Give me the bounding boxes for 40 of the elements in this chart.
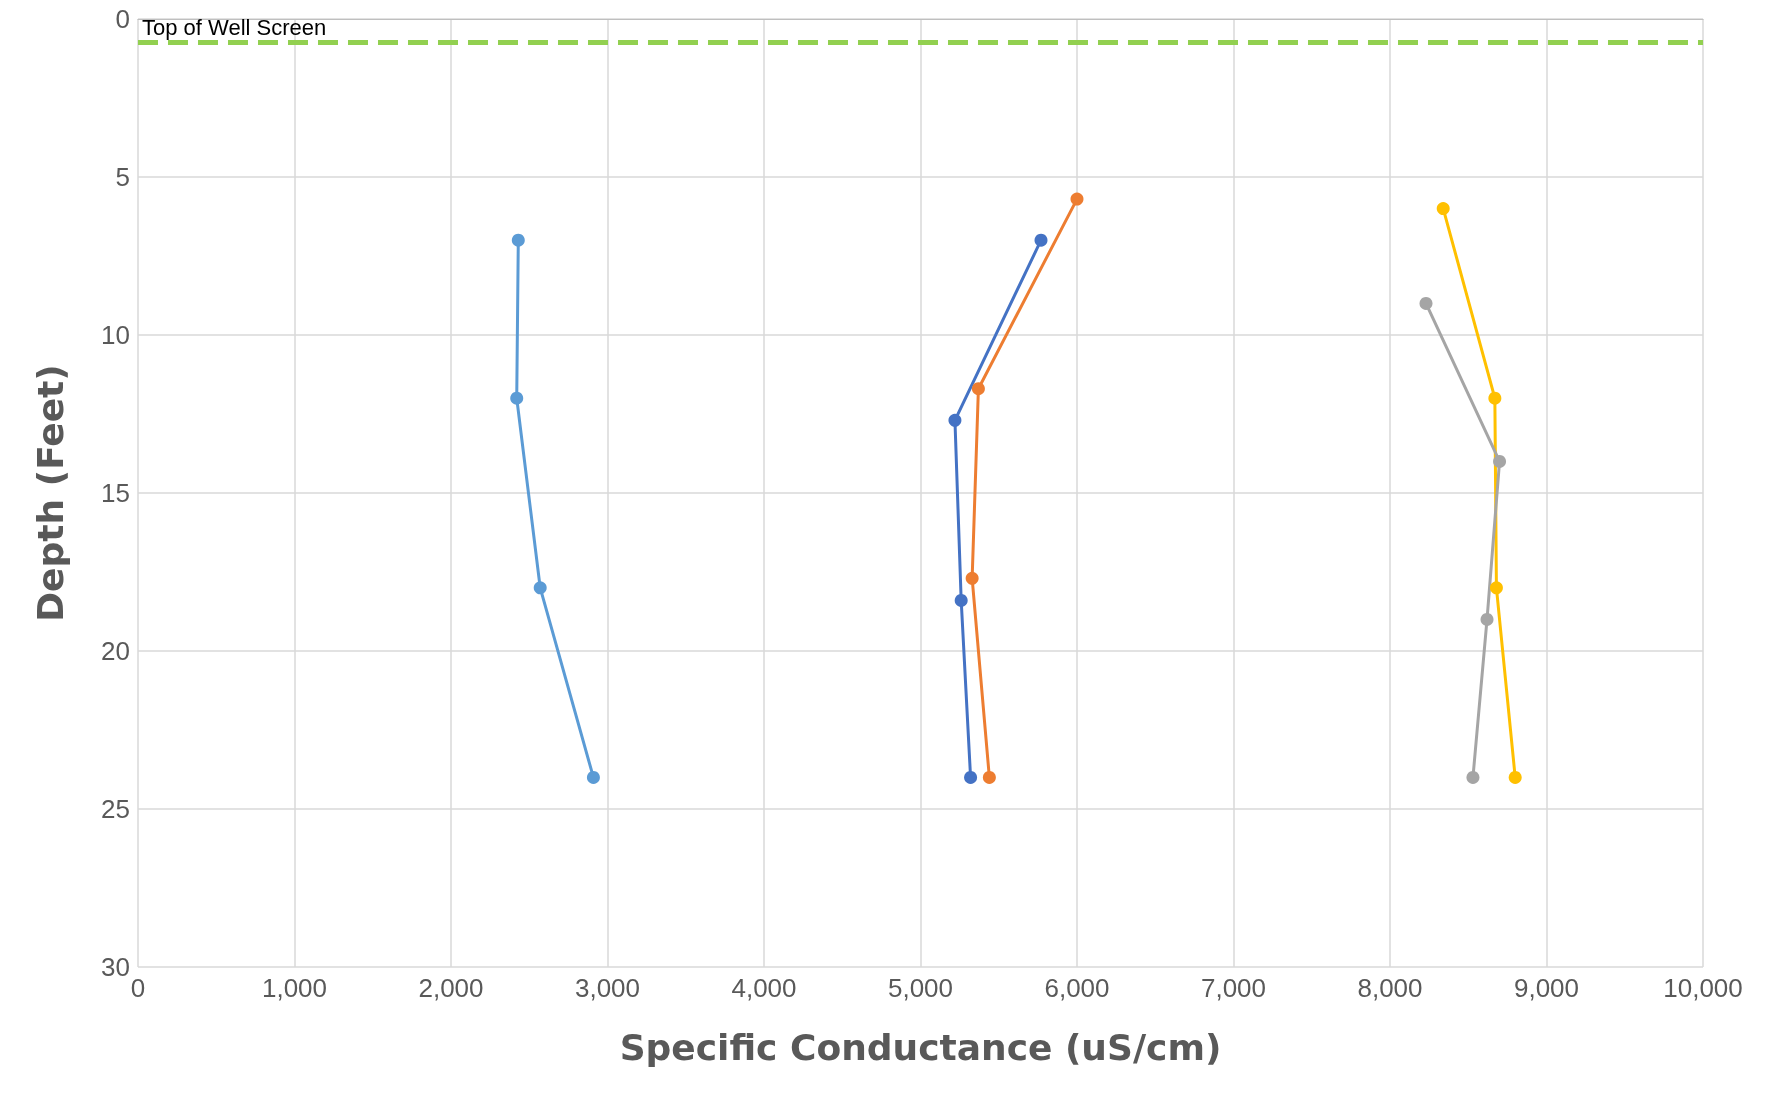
ref-line-label: Top of Well Screen [142,15,327,41]
point [1436,202,1450,216]
x-tick-label: 10,000 [1663,973,1743,1003]
point [954,593,968,607]
y-tick-label: 30 [101,952,130,982]
point [971,382,985,396]
x-tick-label: 7,000 [1200,973,1267,1003]
x-tick-label: 2,000 [418,973,484,1003]
y-tick-label: 5 [115,162,130,192]
point [1466,770,1480,784]
point [1493,454,1507,468]
y-tick-label: 10 [101,320,130,350]
point [1489,581,1503,595]
x-tick-label: 4,000 [731,973,797,1003]
point [1508,770,1522,784]
x-tick-label: 8,000 [1357,973,1423,1003]
point [586,770,600,784]
x-axis-title: Specific Conductance (uS/cm) [619,1026,1222,1068]
point [964,770,978,784]
point [1034,233,1048,247]
point [533,581,547,595]
point [1419,296,1433,310]
y-tick-label: 25 [101,794,130,824]
point [1070,192,1084,206]
x-tick-label: 5,000 [887,973,954,1003]
point [982,770,996,784]
y-tick-label: 20 [101,636,130,666]
point [1480,612,1494,626]
point [510,391,524,405]
x-tick-label: 6,000 [1044,973,1110,1003]
y-tick-label: 15 [101,478,130,508]
y-axis-title: Depth (Feet) [29,364,71,622]
x-tick-label: 1,000 [261,973,328,1003]
point [948,413,962,427]
point [965,571,979,585]
y-tick-label: 0 [115,4,130,34]
x-tick-label: 9,000 [1513,973,1580,1003]
point [1488,391,1502,405]
x-tick-label: 3,000 [574,973,641,1003]
point [511,233,525,247]
